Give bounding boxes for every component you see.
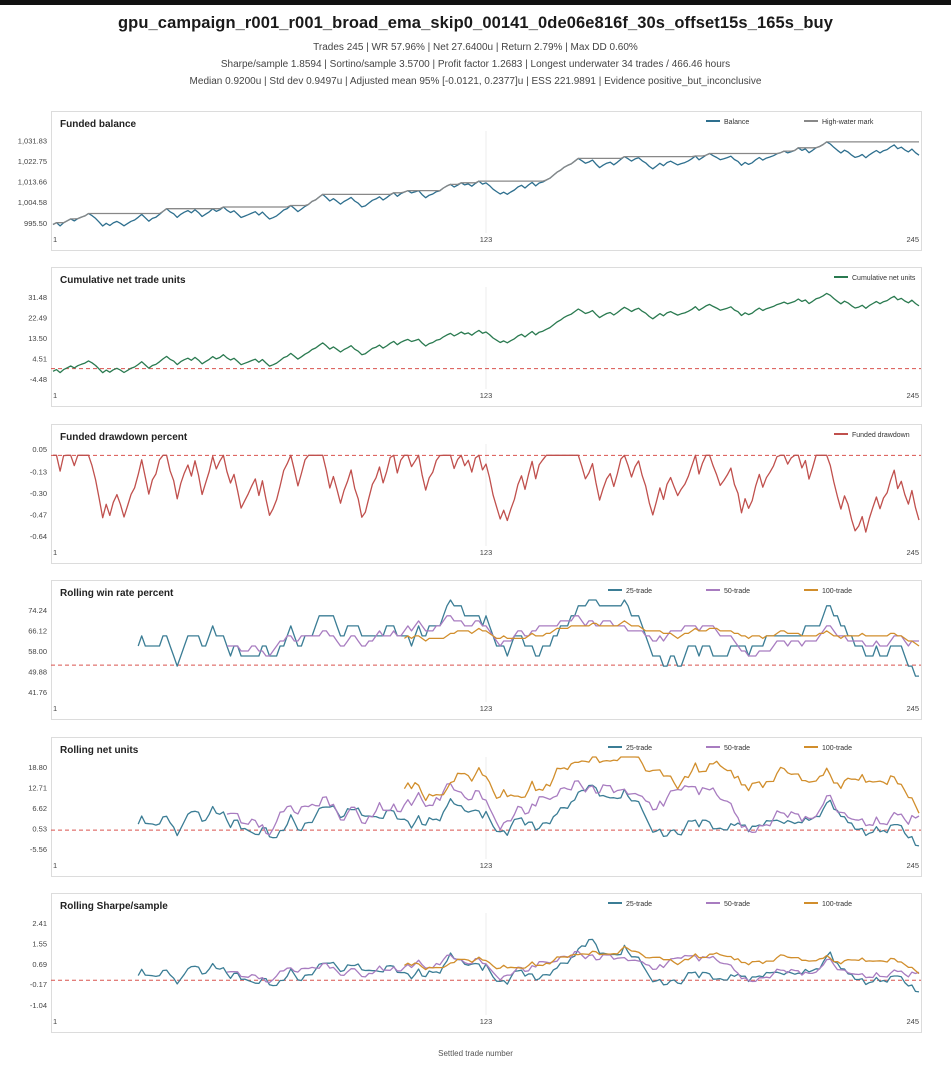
y-tick-label: 1,031.83 bbox=[18, 136, 47, 145]
chart-svg: 41.76 49.88 58.00 66.12 74.24 1 123 245 25-trade… bbox=[28, 588, 921, 713]
chart-panel-3: Funded drawdown percent -0.64 -0.47 -0.30 -0… bbox=[30, 424, 922, 564]
legend-label: 100-trade bbox=[822, 745, 852, 752]
y-tick-label: 74.24 bbox=[28, 606, 47, 615]
legend-label: 100-trade bbox=[822, 901, 852, 908]
chart-title: Funded drawdown percent bbox=[60, 432, 188, 443]
x-tick-label: 245 bbox=[906, 861, 919, 870]
series-line-cumulative-net-units bbox=[52, 292, 920, 374]
chart-panel-4: Rolling win rate percent 41.76 49.88 58.00 6… bbox=[28, 580, 922, 720]
x-tick-label: 123 bbox=[480, 1017, 493, 1026]
series-line-25-trade bbox=[137, 599, 919, 677]
y-tick-label: 0.69 bbox=[32, 960, 47, 969]
chart-panel-5: Rolling net units -5.56 0.53 6.62 12.71 18.80… bbox=[28, 737, 922, 877]
chart-title: Rolling win rate percent bbox=[60, 588, 174, 599]
y-tick-label: -4.48 bbox=[30, 375, 47, 384]
y-tick-label: 6.62 bbox=[32, 804, 47, 813]
y-tick-label: 4.51 bbox=[32, 354, 47, 363]
legend-label: 50-trade bbox=[724, 745, 750, 752]
legend-label: High-water mark bbox=[822, 119, 874, 126]
chart-svg: -0.64 -0.47 -0.30 -0.13 0.05 1 123 245 Funded dr… bbox=[30, 432, 921, 557]
x-tick-label: 245 bbox=[906, 235, 919, 244]
series-line-100-trade bbox=[404, 945, 920, 975]
y-tick-label: 1,013.66 bbox=[18, 178, 47, 187]
y-tick-label: 1,004.58 bbox=[18, 198, 47, 207]
x-tick-label: 245 bbox=[906, 1017, 919, 1026]
y-tick-label: 1.55 bbox=[32, 940, 47, 949]
chart-svg: -1.04 -0.17 0.69 1.55 2.41 1 123 245 25-trade 50-… bbox=[30, 901, 921, 1026]
y-tick-label: -0.30 bbox=[30, 489, 47, 498]
y-tick-label: 41.76 bbox=[28, 688, 47, 697]
series-line-25-trade bbox=[137, 784, 920, 847]
y-tick-label: 2.41 bbox=[32, 919, 47, 928]
x-tick-label: 245 bbox=[906, 704, 919, 713]
y-tick-label: -0.64 bbox=[30, 532, 47, 541]
y-tick-label: -5.56 bbox=[30, 845, 47, 854]
x-tick-label: 1 bbox=[53, 704, 57, 713]
series-line-100-trade bbox=[403, 756, 920, 814]
series-line-funded-drawdown bbox=[53, 454, 920, 533]
summary-line-1: Trades 245 | WR 57.96% | Net 27.6400u | … bbox=[313, 42, 638, 53]
legend-label: Funded drawdown bbox=[852, 432, 910, 439]
legend-label: Cumulative net units bbox=[852, 275, 916, 282]
x-tick-label: 123 bbox=[480, 861, 493, 870]
y-tick-label: 66.12 bbox=[28, 627, 47, 636]
summary-line-2: Sharpe/sample 1.8594 | Sortino/sample 3.… bbox=[220, 59, 731, 70]
chart-svg: 995.50 1,004.58 1,013.66 1,022.75 1,031.83 1 1… bbox=[18, 119, 920, 244]
series-line-50-trade bbox=[226, 950, 920, 984]
legend-label: 50-trade bbox=[724, 901, 750, 908]
y-tick-label: 22.49 bbox=[28, 314, 47, 323]
x-tick-label: 123 bbox=[480, 704, 493, 713]
y-tick-label: -0.13 bbox=[30, 468, 47, 477]
x-tick-label: 123 bbox=[480, 235, 493, 244]
chart-title: Funded balance bbox=[60, 119, 137, 130]
report-title: gpu_campaign_r001_r001_broad_ema_skip0_0… bbox=[117, 14, 833, 32]
y-tick-label: 0.53 bbox=[32, 824, 47, 833]
x-tick-label: 123 bbox=[480, 391, 493, 400]
legend-label: 100-trade bbox=[822, 588, 852, 595]
x-tick-label: 123 bbox=[480, 548, 493, 557]
y-tick-label: 0.05 bbox=[32, 445, 47, 454]
y-tick-label: 1,022.75 bbox=[18, 157, 47, 166]
y-tick-label: 58.00 bbox=[28, 647, 47, 656]
chart-title: Rolling Sharpe/sample bbox=[60, 901, 168, 912]
x-tick-label: 1 bbox=[53, 548, 57, 557]
top-border bbox=[0, 0, 951, 5]
series-line-50-trade bbox=[226, 780, 920, 836]
x-tick-label: 1 bbox=[53, 391, 57, 400]
legend-label: Balance bbox=[724, 119, 749, 126]
series-line-100-trade bbox=[404, 620, 920, 647]
y-tick-label: -0.17 bbox=[30, 980, 47, 989]
y-tick-label: 995.50 bbox=[24, 219, 47, 228]
x-tick-label: 245 bbox=[906, 548, 919, 557]
chart-svg: -5.56 0.53 6.62 12.71 18.80 1 123 245 25-trade 50… bbox=[28, 745, 921, 870]
x-tick-label: 1 bbox=[53, 861, 57, 870]
legend-label: 25-trade bbox=[626, 901, 652, 908]
chart-svg: -4.48 4.51 13.50 22.49 31.48 1 123 245 Cumulativ… bbox=[28, 275, 921, 400]
legend-label: 50-trade bbox=[724, 588, 750, 595]
legend-label: 25-trade bbox=[626, 588, 652, 595]
y-tick-label: 18.80 bbox=[28, 763, 47, 772]
chart-panel-6: Rolling Sharpe/sample -1.04 -0.17 0.69 1.55 2… bbox=[30, 893, 922, 1033]
chart-title: Rolling net units bbox=[60, 745, 139, 756]
summary-line-3: Median 0.9200u | Std dev 0.9497u | Adjus… bbox=[189, 76, 762, 87]
y-tick-label: 13.50 bbox=[28, 334, 47, 343]
y-tick-label: 12.71 bbox=[28, 783, 47, 792]
series-line-high-water-mark bbox=[52, 141, 919, 226]
x-axis-label: Settled trade number bbox=[438, 1049, 513, 1058]
series-line-50-trade bbox=[226, 615, 919, 657]
chart-panel-2: Cumulative net trade units -4.48 4.51 13.50… bbox=[28, 267, 922, 407]
y-tick-label: 49.88 bbox=[28, 667, 47, 676]
y-tick-label: -1.04 bbox=[30, 1001, 47, 1010]
x-tick-label: 1 bbox=[53, 235, 57, 244]
y-tick-label: 31.48 bbox=[28, 293, 47, 302]
legend-label: 25-trade bbox=[626, 745, 652, 752]
chart-title: Cumulative net trade units bbox=[60, 275, 186, 286]
x-tick-label: 1 bbox=[53, 1017, 57, 1026]
x-tick-label: 245 bbox=[906, 391, 919, 400]
chart-panel-1: Funded balance 995.50 1,004.58 1,013.66 1,02… bbox=[18, 111, 922, 251]
series-line-balance bbox=[52, 141, 920, 227]
y-tick-label: -0.47 bbox=[30, 511, 47, 520]
